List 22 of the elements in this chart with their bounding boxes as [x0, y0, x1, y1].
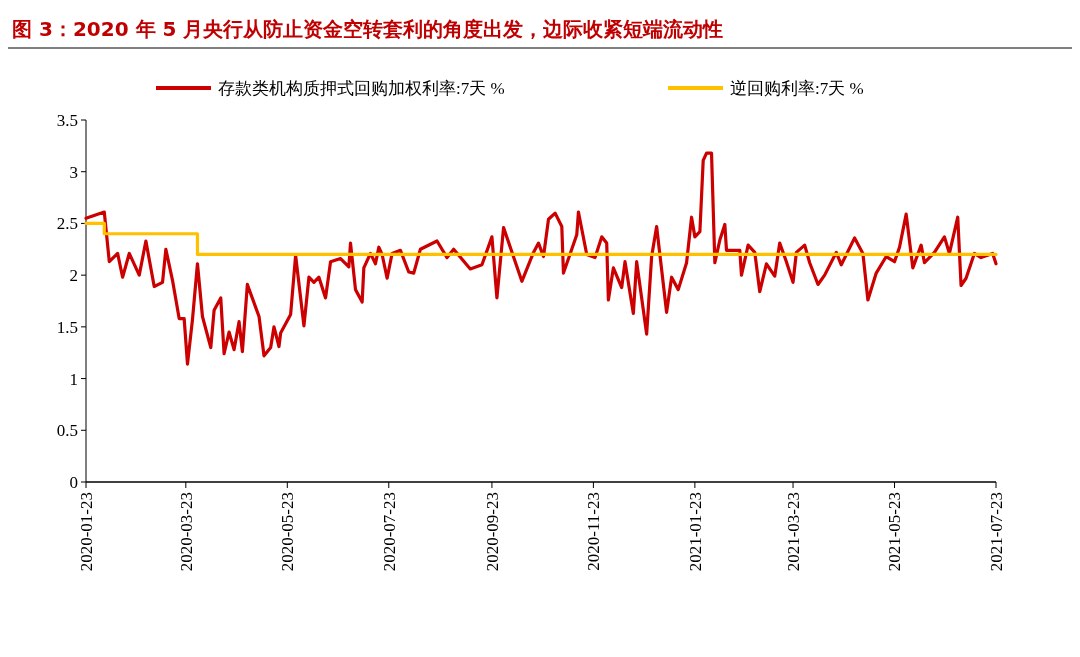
x-tick-label: 2020-05-23: [278, 492, 298, 572]
y-tick-label: 0.5: [56, 421, 78, 441]
x-tick-label: 2020-07-23: [379, 492, 399, 572]
x-tick-label: 2020-01-23: [76, 492, 96, 572]
x-tick-label: 2021-03-23: [783, 492, 803, 572]
x-tick-label: 2020-11-23: [584, 492, 604, 571]
x-tick-label: 2020-03-23: [176, 492, 196, 572]
chart-title: 图 3：2020 年 5 月央行从防止资金空转套利的角度出发，边际收紧短端流动性: [12, 17, 724, 41]
y-tick-label: 2.5: [56, 214, 78, 234]
x-tick-label: 2021-07-23: [986, 492, 1006, 572]
y-tick-label: 1: [69, 369, 78, 389]
y-tick-label: 3: [69, 162, 78, 182]
y-tick-label: 0: [69, 472, 78, 492]
y-tick-label: 1.5: [56, 317, 78, 337]
line-series: [84, 151, 998, 366]
x-tick-label: 2020-09-23: [482, 492, 502, 572]
y-tick-label: 3.5: [56, 110, 78, 130]
y-tick-label: 2: [69, 266, 78, 286]
legend-label: 存款类机构质押式回购加权利率:7天 %: [218, 78, 505, 98]
x-tick-label: 2021-05-23: [885, 492, 905, 572]
legend-label: 逆回购利率:7天 %: [730, 78, 864, 98]
x-tick-label: 2021-01-23: [685, 492, 705, 572]
